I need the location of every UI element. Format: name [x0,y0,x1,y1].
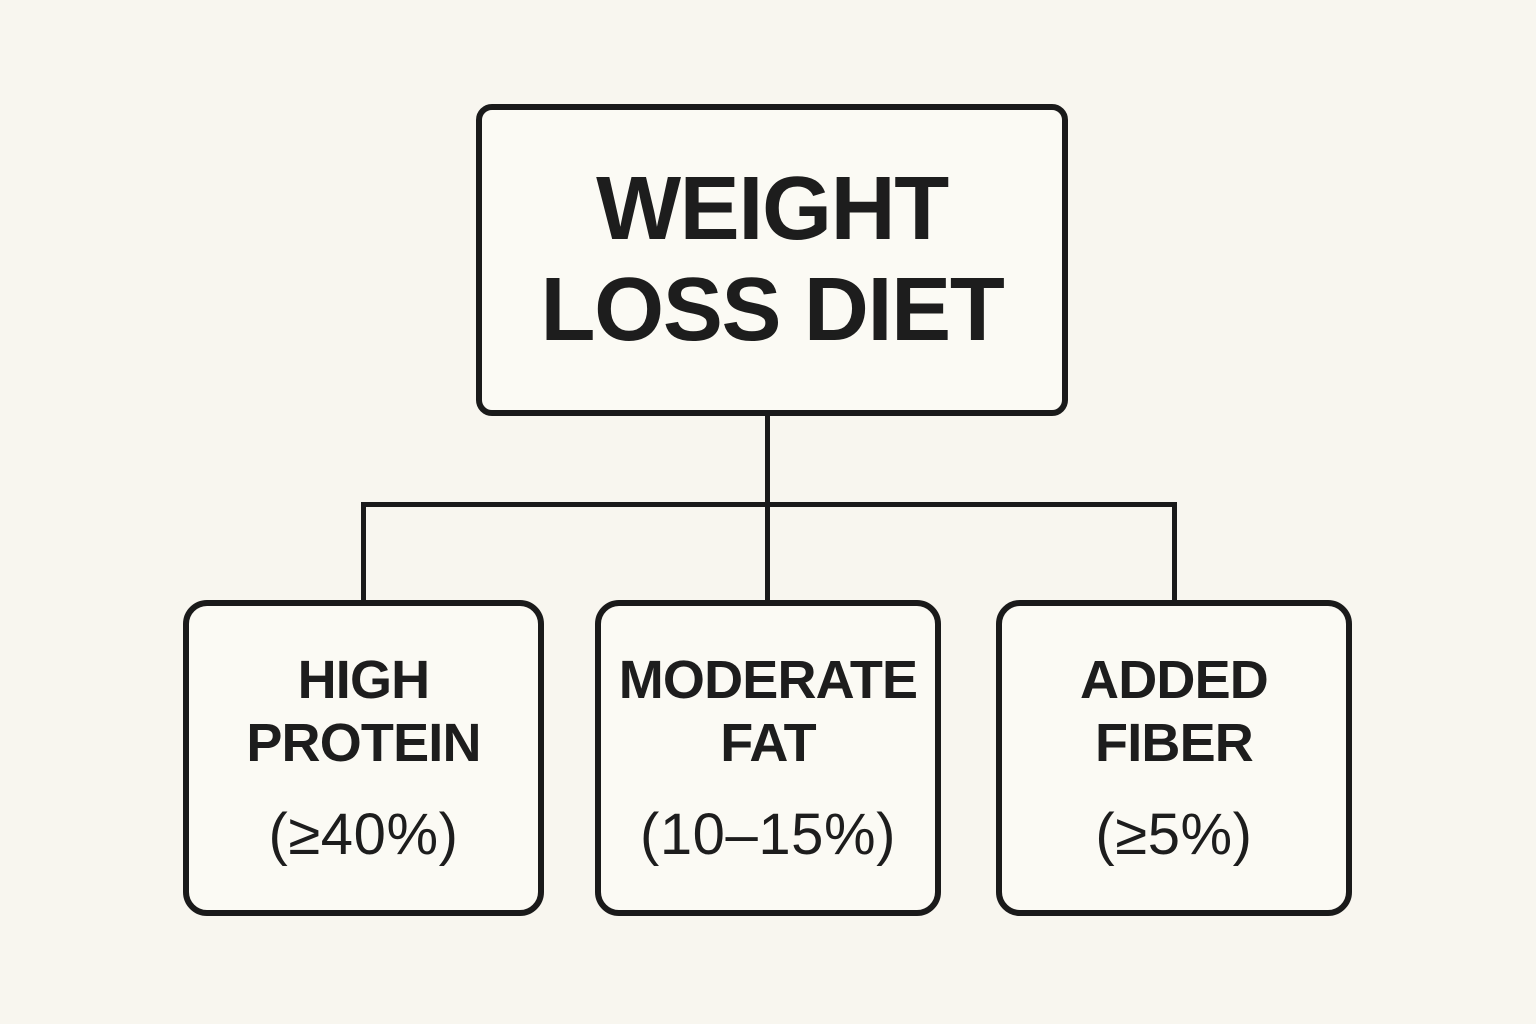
node-high-protein: HIGH PROTEIN (≥40%) [183,600,544,916]
node-moderate-fat: MODERATE FAT (10–15%) [595,600,941,916]
node-value: (≥5%) [1095,801,1253,867]
root-node-label: WEIGHT LOSS DIET [540,159,1005,360]
node-title: MODERATE FAT [618,650,918,774]
connector-root-stem [765,416,770,505]
connector-drop-right [1172,502,1177,600]
node-title: HIGH PROTEIN [246,650,481,774]
node-added-fiber: ADDED FIBER (≥5%) [996,600,1352,916]
connector-drop-middle [765,502,770,600]
node-weight-loss-diet: WEIGHT LOSS DIET [476,104,1068,416]
connector-drop-left [361,502,366,600]
node-value: (10–15%) [639,801,897,867]
node-title: ADDED FIBER [1080,650,1269,774]
node-value: (≥40%) [268,801,459,867]
